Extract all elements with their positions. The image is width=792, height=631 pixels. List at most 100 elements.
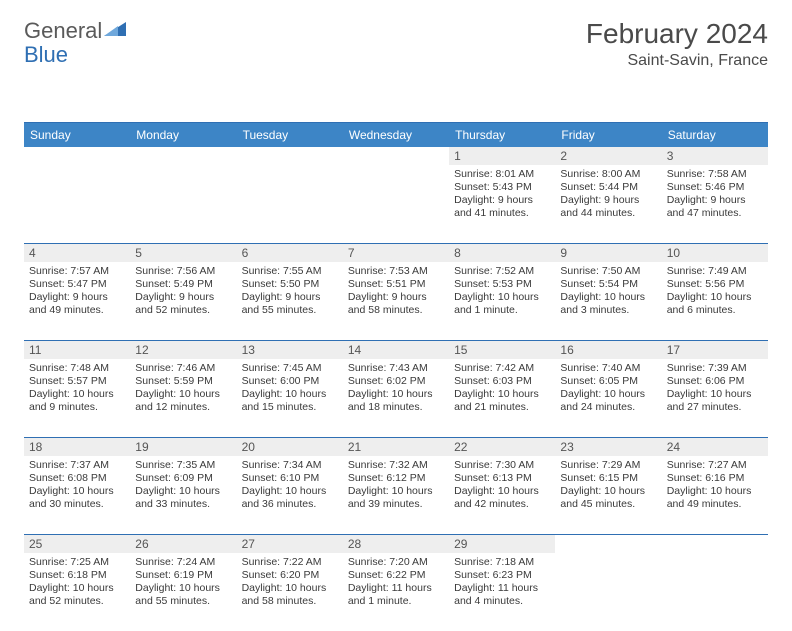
sunrise-text: Sunrise: 7:53 AM bbox=[348, 265, 444, 278]
daylight_a-text: Daylight: 10 hours bbox=[560, 485, 656, 498]
daynum-cell: 24 bbox=[662, 438, 768, 456]
daynum-cell: 22 bbox=[449, 438, 555, 456]
sunrise-text: Sunrise: 7:37 AM bbox=[29, 459, 125, 472]
daylight_a-text: Daylight: 9 hours bbox=[667, 194, 763, 207]
sunrise-text: Sunrise: 7:42 AM bbox=[454, 362, 550, 375]
daylight_a-text: Daylight: 10 hours bbox=[348, 388, 444, 401]
sunrise-text: Sunrise: 7:24 AM bbox=[135, 556, 231, 569]
daynum-cell: 26 bbox=[130, 535, 236, 553]
day-cell: Sunrise: 7:58 AMSunset: 5:46 PMDaylight:… bbox=[662, 165, 768, 243]
daylight_a-text: Daylight: 10 hours bbox=[135, 582, 231, 595]
sunrise-text: Sunrise: 7:43 AM bbox=[348, 362, 444, 375]
sunset-text: Sunset: 6:00 PM bbox=[242, 375, 338, 388]
daylight_a-text: Daylight: 9 hours bbox=[29, 291, 125, 304]
sunrise-text: Sunrise: 7:58 AM bbox=[667, 168, 763, 181]
daylight_b-text: and 45 minutes. bbox=[560, 498, 656, 511]
daylight_b-text: and 27 minutes. bbox=[667, 401, 763, 414]
daylight_b-text: and 9 minutes. bbox=[29, 401, 125, 414]
location: Saint-Savin, France bbox=[586, 52, 768, 70]
day-cell: Sunrise: 8:01 AMSunset: 5:43 PMDaylight:… bbox=[449, 165, 555, 243]
day-cell: Sunrise: 7:42 AMSunset: 6:03 PMDaylight:… bbox=[449, 359, 555, 437]
daylight_b-text: and 49 minutes. bbox=[29, 304, 125, 317]
daylight_a-text: Daylight: 10 hours bbox=[242, 485, 338, 498]
day-header-wed: Wednesday bbox=[343, 123, 449, 147]
sunset-text: Sunset: 6:10 PM bbox=[242, 472, 338, 485]
sunset-text: Sunset: 6:12 PM bbox=[348, 472, 444, 485]
week-row: Sunrise: 7:37 AMSunset: 6:08 PMDaylight:… bbox=[24, 456, 768, 534]
daynum-cell: 12 bbox=[130, 341, 236, 359]
day-cell: Sunrise: 7:49 AMSunset: 5:56 PMDaylight:… bbox=[662, 262, 768, 340]
day-cell: Sunrise: 7:52 AMSunset: 5:53 PMDaylight:… bbox=[449, 262, 555, 340]
day-cell bbox=[662, 553, 768, 631]
day-cell bbox=[130, 165, 236, 243]
daylight_a-text: Daylight: 10 hours bbox=[135, 485, 231, 498]
sunset-text: Sunset: 5:59 PM bbox=[135, 375, 231, 388]
sunset-text: Sunset: 5:53 PM bbox=[454, 278, 550, 291]
daylight_b-text: and 49 minutes. bbox=[667, 498, 763, 511]
daynum-cell bbox=[343, 147, 449, 165]
daylight_b-text: and 36 minutes. bbox=[242, 498, 338, 511]
sunrise-text: Sunrise: 7:18 AM bbox=[454, 556, 550, 569]
daylight_a-text: Daylight: 10 hours bbox=[560, 291, 656, 304]
sunrise-text: Sunrise: 7:30 AM bbox=[454, 459, 550, 472]
daylight_b-text: and 30 minutes. bbox=[29, 498, 125, 511]
daylight_a-text: Daylight: 9 hours bbox=[348, 291, 444, 304]
day-header-sat: Saturday bbox=[662, 123, 768, 147]
daylight_a-text: Daylight: 10 hours bbox=[667, 485, 763, 498]
sunrise-text: Sunrise: 7:39 AM bbox=[667, 362, 763, 375]
sunrise-text: Sunrise: 8:01 AM bbox=[454, 168, 550, 181]
daylight_b-text: and 52 minutes. bbox=[29, 595, 125, 608]
daylight_b-text: and 21 minutes. bbox=[454, 401, 550, 414]
day-cell: Sunrise: 7:22 AMSunset: 6:20 PMDaylight:… bbox=[237, 553, 343, 631]
day-cell: Sunrise: 7:29 AMSunset: 6:15 PMDaylight:… bbox=[555, 456, 661, 534]
sunrise-text: Sunrise: 7:48 AM bbox=[29, 362, 125, 375]
sunset-text: Sunset: 5:57 PM bbox=[29, 375, 125, 388]
calendar: Sunday Monday Tuesday Wednesday Thursday… bbox=[24, 122, 768, 631]
sunset-text: Sunset: 5:43 PM bbox=[454, 181, 550, 194]
sunrise-text: Sunrise: 7:20 AM bbox=[348, 556, 444, 569]
month-title: February 2024 bbox=[586, 18, 768, 50]
sunrise-text: Sunrise: 7:25 AM bbox=[29, 556, 125, 569]
daynum-cell: 3 bbox=[662, 147, 768, 165]
daynum-cell: 10 bbox=[662, 244, 768, 262]
day-cell: Sunrise: 7:56 AMSunset: 5:49 PMDaylight:… bbox=[130, 262, 236, 340]
day-header-thu: Thursday bbox=[449, 123, 555, 147]
sunset-text: Sunset: 6:23 PM bbox=[454, 569, 550, 582]
sunset-text: Sunset: 5:46 PM bbox=[667, 181, 763, 194]
daylight_a-text: Daylight: 10 hours bbox=[667, 291, 763, 304]
daynum-cell: 23 bbox=[555, 438, 661, 456]
daylight_a-text: Daylight: 10 hours bbox=[29, 485, 125, 498]
header: General February 2024 Saint-Savin, Franc… bbox=[24, 18, 768, 70]
daylight_b-text: and 6 minutes. bbox=[667, 304, 763, 317]
logo-word2: Blue bbox=[24, 42, 68, 67]
day-header-fri: Friday bbox=[555, 123, 661, 147]
day-cell: Sunrise: 7:27 AMSunset: 6:16 PMDaylight:… bbox=[662, 456, 768, 534]
sunset-text: Sunset: 6:02 PM bbox=[348, 375, 444, 388]
daylight_b-text: and 3 minutes. bbox=[560, 304, 656, 317]
daylight_b-text: and 12 minutes. bbox=[135, 401, 231, 414]
daynum-cell: 4 bbox=[24, 244, 130, 262]
daylight_a-text: Daylight: 10 hours bbox=[454, 388, 550, 401]
day-header-row: Sunday Monday Tuesday Wednesday Thursday… bbox=[24, 122, 768, 147]
daylight_b-text: and 52 minutes. bbox=[135, 304, 231, 317]
sunrise-text: Sunrise: 7:29 AM bbox=[560, 459, 656, 472]
day-cell: Sunrise: 7:18 AMSunset: 6:23 PMDaylight:… bbox=[449, 553, 555, 631]
sunset-text: Sunset: 6:13 PM bbox=[454, 472, 550, 485]
week-row: Sunrise: 7:48 AMSunset: 5:57 PM Daylight:… bbox=[24, 359, 768, 437]
daynum-cell: 8 bbox=[449, 244, 555, 262]
daylight_a-text: Daylight: 10 hours bbox=[242, 388, 338, 401]
daylight_a-text: Daylight: 9 hours bbox=[454, 194, 550, 207]
day-cell: Sunrise: 7:45 AMSunset: 6:00 PMDaylight:… bbox=[237, 359, 343, 437]
week-row: Sunrise: 7:57 AMSunset: 5:47 PMDaylight:… bbox=[24, 262, 768, 340]
week-row: Sunrise: 7:25 AMSunset: 6:18 PMDaylight:… bbox=[24, 553, 768, 631]
sunset-text: Sunset: 5:56 PM bbox=[667, 278, 763, 291]
day-cell: Sunrise: 8:00 AMSunset: 5:44 PMDaylight:… bbox=[555, 165, 661, 243]
daynum-cell: 25 bbox=[24, 535, 130, 553]
daynum-cell bbox=[130, 147, 236, 165]
day-cell bbox=[24, 165, 130, 243]
logo-word1: General bbox=[24, 18, 102, 44]
sunrise-text: Sunrise: 7:32 AM bbox=[348, 459, 444, 472]
day-cell: Sunrise: 7:35 AMSunset: 6:09 PMDaylight:… bbox=[130, 456, 236, 534]
daylight_a-text: Daylight: 11 hours bbox=[454, 582, 550, 595]
daylight_a-text: Daylight: 10 hours bbox=[135, 388, 231, 401]
